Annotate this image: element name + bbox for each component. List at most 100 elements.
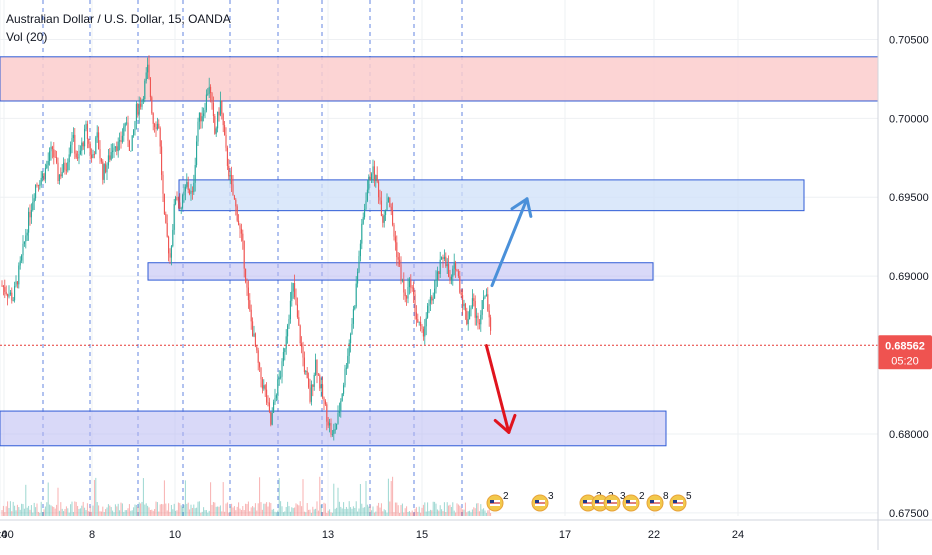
volume-bar: [46, 502, 48, 516]
candle-body: [331, 434, 333, 435]
volume-bar: [313, 509, 315, 516]
bearish-arrow: [484, 344, 511, 434]
volume-bar: [456, 503, 458, 516]
event-marker[interactable]: 3: [603, 491, 626, 512]
candle-body: [252, 321, 254, 337]
volume-bar: [428, 511, 430, 516]
candle-body: [253, 333, 255, 337]
candle-body: [231, 175, 233, 185]
candle-body: [322, 384, 324, 398]
volume-bar: [343, 502, 345, 516]
event-markers[interactable]: 23233285: [486, 491, 692, 512]
candle-body: [57, 162, 59, 181]
x-tick-label: 13: [322, 529, 334, 541]
candle-body: [58, 174, 60, 181]
volume-bar: [107, 504, 109, 516]
price-countdown: 05:20: [891, 355, 919, 367]
candle-body: [403, 280, 405, 293]
volume-bar: [484, 510, 486, 516]
candle-body: [408, 279, 410, 288]
candle-body: [473, 298, 475, 302]
candle-body: [130, 150, 132, 152]
volume-bar: [25, 484, 27, 516]
event-marker[interactable]: 2: [486, 491, 509, 512]
candle-body: [477, 315, 479, 323]
candle-body: [5, 291, 7, 295]
candle-body: [445, 256, 447, 267]
volume-bar: [429, 509, 431, 516]
candle-body: [102, 161, 104, 180]
volume-bar: [127, 508, 129, 516]
current-price-value: 0.68562: [885, 340, 925, 352]
candle-body: [211, 93, 213, 103]
candle-body: [267, 402, 269, 404]
volume-bar: [201, 511, 203, 516]
volume-bar: [158, 511, 160, 516]
candle-body: [254, 333, 256, 347]
volume-bar: [312, 506, 314, 516]
candle-body: [61, 171, 63, 177]
candle-body: [176, 197, 178, 201]
candle-body: [277, 379, 279, 396]
volume-bar: [240, 509, 242, 516]
candle-body: [32, 202, 34, 211]
volume-bar: [449, 504, 451, 516]
volume-bar: [102, 506, 104, 516]
candle-body: [422, 329, 424, 337]
candle-body: [14, 286, 16, 301]
candle-body: [305, 371, 307, 373]
volume-bar: [85, 510, 87, 516]
bearish-arrow-head: [493, 419, 511, 434]
candle-body: [337, 413, 339, 424]
x-tick-label: 24: [732, 529, 744, 541]
candle-body: [435, 279, 437, 289]
volume-bar: [284, 511, 286, 516]
volume-bar: [72, 511, 74, 516]
volume-bar: [303, 511, 305, 516]
volume-bar: [228, 512, 230, 516]
candle-body: [432, 298, 434, 301]
candle-body: [208, 86, 210, 94]
candle-body: [247, 287, 249, 301]
y-tick-label: 0.69500: [889, 192, 929, 204]
candle-body: [120, 140, 122, 143]
candle-body: [410, 279, 412, 288]
candle-body: [36, 184, 38, 186]
bullish-arrow-head: [525, 197, 533, 218]
event-marker[interactable]: 2: [622, 491, 645, 512]
candle-body: [219, 100, 221, 116]
volume-bar: [464, 502, 466, 516]
candles: [1, 55, 492, 441]
volume-bar: [274, 511, 276, 516]
volume-bar: [196, 507, 198, 516]
candle-body: [399, 259, 401, 265]
candle-body: [263, 385, 265, 389]
event-marker[interactable]: 5: [669, 491, 692, 512]
volume-bar: [30, 505, 32, 516]
candle-body: [98, 132, 100, 150]
volume-bar: [63, 511, 65, 516]
volume-bar: [50, 505, 52, 516]
volume-bar: [399, 512, 401, 516]
candle-body: [425, 317, 427, 327]
volume-bar: [84, 507, 86, 516]
candle-body: [357, 271, 359, 284]
volume-bar: [350, 507, 352, 516]
candle-body: [201, 116, 203, 122]
candle-body: [245, 268, 247, 282]
candle-body: [379, 197, 381, 201]
volume-bar: [79, 508, 81, 516]
symbol-title: Australian Dollar / U.S. Dollar, 15, OAN…: [6, 12, 231, 26]
volume-bar: [226, 502, 228, 516]
event-marker[interactable]: 3: [531, 491, 554, 512]
volume-bar: [344, 509, 346, 516]
candle-body: [99, 149, 101, 159]
candle-body: [238, 220, 240, 226]
volume-bar: [247, 501, 249, 516]
volume-bar: [49, 504, 51, 516]
volume-bar: [480, 504, 482, 516]
event-marker[interactable]: 8: [646, 491, 669, 512]
volume-bar: [224, 511, 226, 516]
